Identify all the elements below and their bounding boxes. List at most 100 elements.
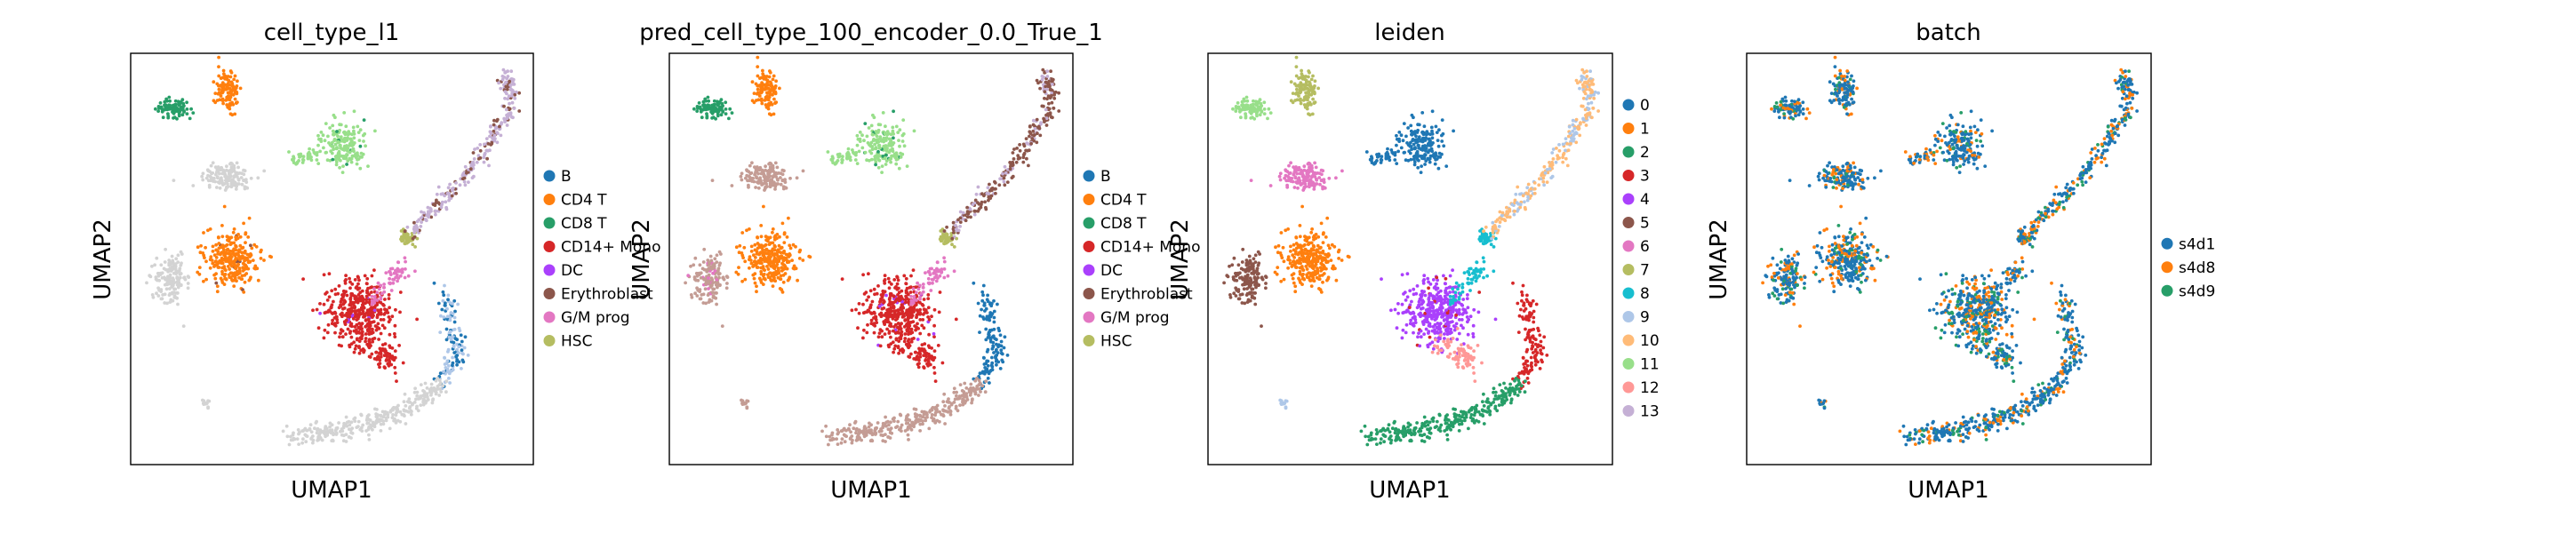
scatter-point — [228, 75, 233, 79]
scatter-point — [377, 287, 381, 291]
scatter-point — [220, 278, 224, 282]
scatter-point — [1285, 185, 1290, 189]
scatter-point — [423, 395, 428, 399]
scatter-point — [372, 295, 377, 298]
scatter-point — [457, 326, 461, 330]
scatter-point — [487, 163, 491, 168]
scatter-point — [760, 90, 764, 94]
scatter-point — [243, 263, 246, 266]
scatter-point — [993, 337, 997, 340]
scatter-point — [339, 429, 342, 434]
scatter-point — [180, 252, 184, 256]
scatter-point — [332, 132, 336, 137]
scatter-point — [1300, 68, 1303, 73]
scatter-point — [367, 311, 372, 315]
scatter-point — [404, 422, 408, 426]
scatter-point — [424, 219, 428, 223]
scatter-point — [706, 293, 710, 297]
scatter-point — [204, 259, 208, 264]
scatter-point — [930, 354, 933, 358]
scatter-point — [1436, 139, 1440, 143]
scatter-point — [471, 163, 476, 168]
scatter-point — [1052, 92, 1056, 97]
scatter-point — [1038, 86, 1042, 91]
scatter-point — [337, 149, 341, 154]
scatter-point — [887, 307, 891, 312]
scatter-point — [403, 275, 407, 280]
scatter-point — [158, 101, 163, 105]
scatter-point — [404, 404, 408, 408]
scatter-point — [748, 266, 751, 270]
scatter-point — [820, 429, 824, 434]
scatter-point — [471, 160, 476, 164]
scatter-point — [880, 164, 884, 169]
scatter-point — [1234, 109, 1238, 113]
scatter-point — [754, 82, 758, 86]
scatter-point — [362, 315, 365, 319]
scatter-point — [212, 80, 216, 84]
scatter-point — [301, 277, 305, 281]
scatter-point — [499, 86, 503, 91]
scatter-point — [213, 100, 218, 105]
scatter-point — [220, 235, 225, 239]
scatter-point — [309, 158, 314, 163]
scatter-point — [488, 148, 492, 153]
scatter-point — [918, 283, 922, 288]
scatter-point — [694, 271, 699, 275]
scatter-point — [205, 402, 209, 405]
scatter-point — [705, 112, 708, 115]
scatter-point — [248, 259, 252, 264]
scatter-point — [448, 182, 452, 187]
scatter-point — [703, 287, 708, 291]
scatter-point — [388, 352, 392, 356]
scatter-point — [997, 183, 1002, 187]
scatter-point — [986, 363, 990, 368]
scatter-point — [890, 300, 894, 305]
scatter-point — [1278, 171, 1283, 176]
scatter-point — [154, 107, 157, 111]
scatter-point — [379, 413, 383, 418]
scatter-point — [204, 277, 209, 282]
scatter-point — [722, 277, 726, 282]
scatter-point — [338, 165, 341, 170]
scatter-point — [782, 241, 787, 244]
scatter-point — [1334, 176, 1338, 180]
scatter-point — [906, 433, 910, 437]
scatter-point — [395, 410, 398, 415]
scatter-point — [840, 437, 844, 442]
scatter-point — [336, 139, 340, 144]
scatter-point — [331, 157, 335, 162]
scatter-point — [166, 112, 170, 115]
scatter-point — [322, 273, 326, 277]
scatter-point — [500, 77, 505, 82]
scatter-point — [399, 229, 404, 233]
scatter-point — [724, 286, 729, 290]
scatter-point — [990, 368, 995, 372]
scatter-point — [891, 143, 894, 147]
scatter-point — [371, 420, 375, 425]
scatter-point — [484, 148, 489, 153]
scatter-point — [167, 107, 172, 111]
scatter-point — [1262, 112, 1267, 115]
scatter-point — [1322, 186, 1326, 190]
scatter-point — [836, 442, 840, 446]
scatter-point — [705, 115, 709, 120]
scatter-point — [909, 352, 913, 356]
scatter-point — [915, 290, 918, 295]
scatter-point — [931, 281, 934, 285]
scatter-point — [1419, 171, 1423, 175]
scatter-point — [352, 350, 356, 354]
scatter-point — [918, 318, 923, 322]
scatter-point — [244, 178, 248, 182]
scatter-point — [1231, 107, 1235, 111]
scatter-point — [734, 270, 739, 274]
scatter-point — [319, 430, 324, 434]
scatter-point — [1291, 179, 1295, 184]
scatter-point — [345, 153, 349, 157]
scatter-point — [774, 175, 778, 179]
scatter-point — [941, 400, 946, 404]
scatter-point — [197, 266, 202, 269]
scatter-point — [348, 142, 352, 146]
scatter-point — [694, 278, 698, 282]
scatter-point — [921, 419, 924, 423]
